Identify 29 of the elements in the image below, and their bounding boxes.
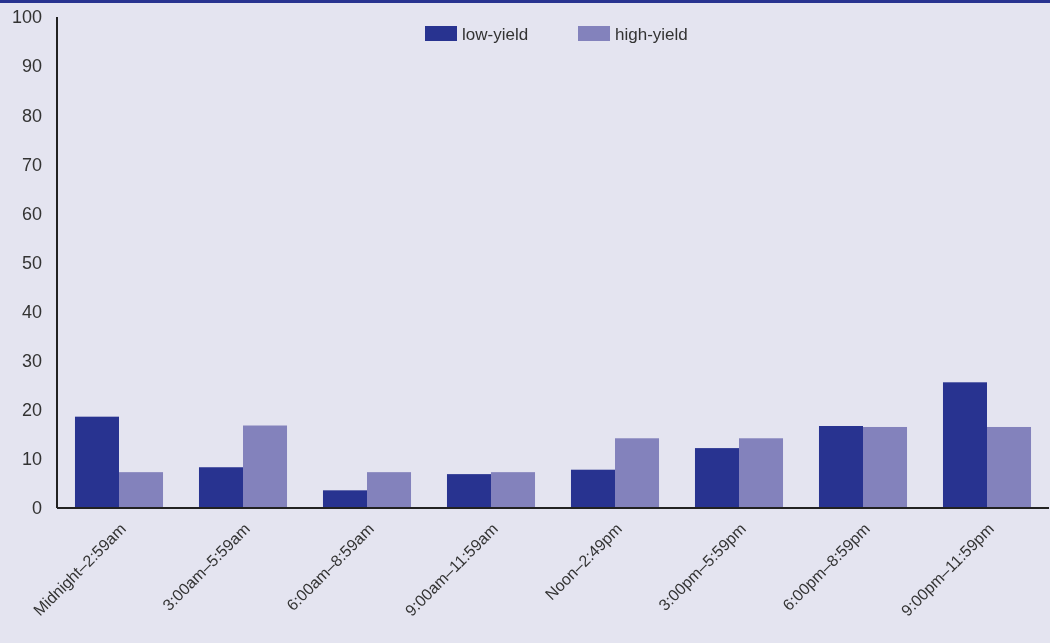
bar (694, 448, 739, 508)
legend-label: high-yield (615, 24, 688, 44)
y-tick-label: 40 (21, 301, 42, 322)
bar (818, 426, 863, 508)
legend-label: low-yield (462, 24, 529, 44)
bar (615, 438, 660, 508)
bar (942, 382, 987, 508)
bar (491, 472, 536, 508)
y-tick-label: 70 (21, 154, 42, 175)
y-tick-label: 20 (21, 400, 42, 421)
y-tick-label: 50 (21, 252, 42, 273)
bar (243, 425, 288, 508)
bar (987, 426, 1032, 508)
bar (863, 426, 908, 508)
y-tick-label: 10 (21, 449, 42, 470)
bar (446, 474, 491, 508)
bar (322, 490, 367, 508)
bar (367, 472, 412, 508)
y-tick-label: 0 (31, 498, 42, 519)
y-tick-label: 100 (11, 7, 42, 28)
y-tick-label: 60 (21, 203, 42, 224)
y-tick-label: 90 (21, 56, 42, 77)
bar (198, 467, 243, 508)
bar (119, 472, 164, 508)
bar (74, 416, 119, 508)
bar (739, 438, 784, 508)
bar (570, 469, 615, 508)
y-tick-label: 80 (21, 105, 42, 126)
y-tick-label: 30 (21, 351, 42, 371)
